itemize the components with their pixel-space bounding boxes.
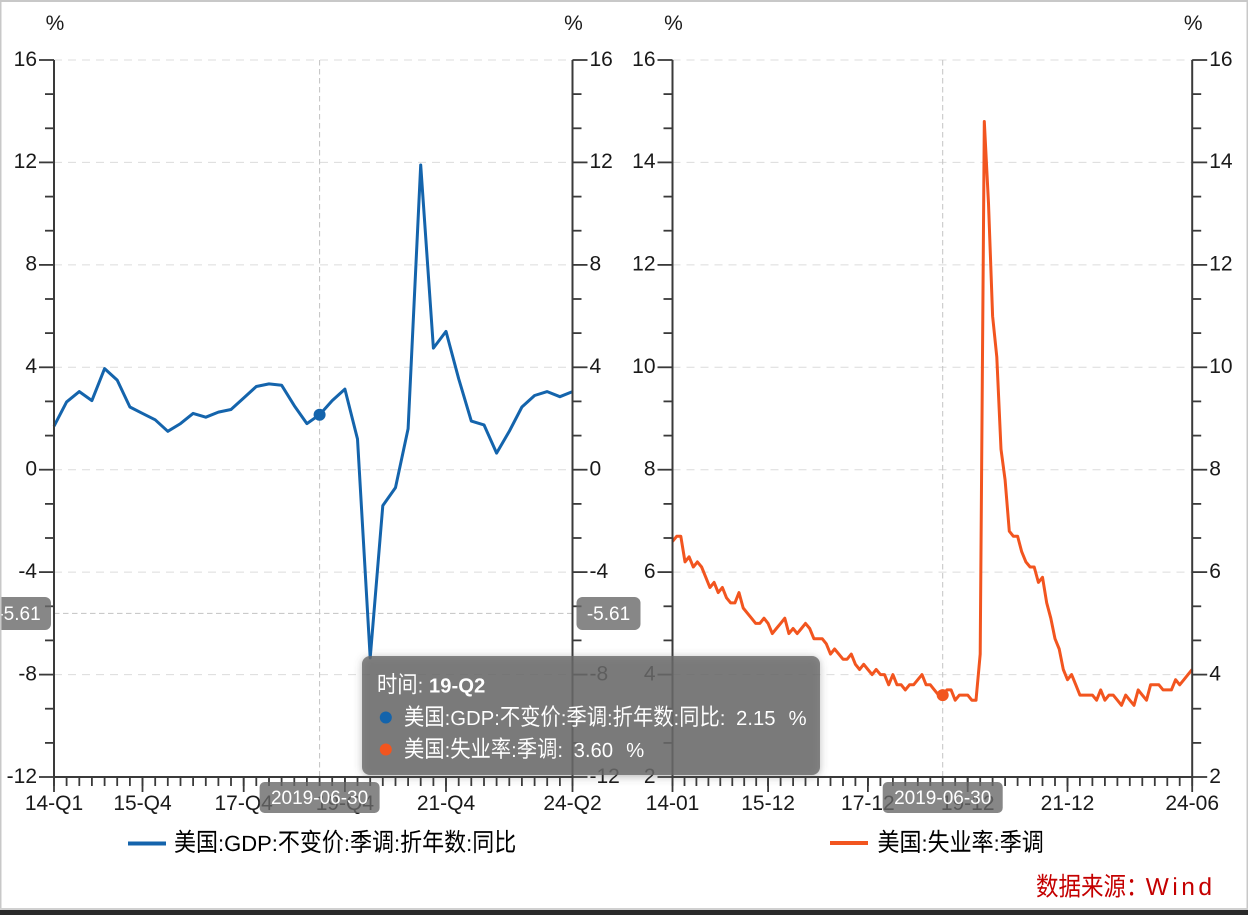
svg-text:17-Q4: 17-Q4 [215, 792, 274, 815]
svg-text:4: 4 [590, 355, 602, 378]
svg-text:14-Q1: 14-Q1 [25, 792, 83, 815]
svg-text:14: 14 [1209, 150, 1233, 173]
svg-text:8: 8 [590, 253, 602, 276]
svg-text:-5.61: -5.61 [587, 604, 630, 625]
svg-text:%: % [664, 12, 683, 35]
svg-text:17-12: 17-12 [841, 792, 895, 815]
svg-text:12: 12 [590, 150, 613, 173]
svg-text:12: 12 [632, 253, 655, 276]
svg-text:24-06: 24-06 [1165, 792, 1219, 815]
svg-text:12: 12 [14, 150, 37, 173]
svg-text:14: 14 [632, 150, 656, 173]
svg-text:4: 4 [1209, 662, 1221, 685]
svg-text:-12: -12 [7, 765, 37, 788]
svg-text:%: % [1184, 12, 1203, 35]
svg-text:-8: -8 [18, 662, 37, 685]
svg-text:21-Q4: 21-Q4 [417, 792, 476, 815]
svg-text:10: 10 [1209, 355, 1232, 378]
svg-text:6: 6 [644, 560, 656, 583]
svg-text:0: 0 [25, 458, 37, 481]
svg-text:15-12: 15-12 [741, 792, 795, 815]
svg-text:24-Q2: 24-Q2 [543, 792, 601, 815]
svg-text:16: 16 [632, 48, 655, 71]
svg-text:16: 16 [590, 48, 613, 71]
svg-text:%: % [46, 12, 65, 35]
svg-text:10: 10 [632, 355, 655, 378]
svg-text:14-01: 14-01 [646, 792, 700, 815]
svg-text:%: % [564, 12, 583, 35]
svg-text:-5.61: -5.61 [0, 604, 41, 625]
svg-text:15-Q4: 15-Q4 [113, 792, 172, 815]
svg-text:-4: -4 [590, 560, 609, 583]
svg-text:12: 12 [1209, 253, 1232, 276]
svg-text:8: 8 [1209, 458, 1221, 481]
svg-text:2: 2 [1209, 765, 1221, 788]
svg-text:6: 6 [1209, 560, 1221, 583]
svg-text:2019-06-30: 2019-06-30 [894, 788, 991, 809]
svg-text:0: 0 [590, 458, 602, 481]
svg-text:2019-06-30: 2019-06-30 [271, 788, 368, 809]
svg-text:8: 8 [25, 253, 37, 276]
svg-text:21-12: 21-12 [1041, 792, 1095, 815]
svg-text:16: 16 [1209, 48, 1232, 71]
svg-text:8: 8 [644, 458, 656, 481]
svg-text:4: 4 [25, 355, 37, 378]
svg-text:16: 16 [14, 48, 37, 71]
svg-text:-4: -4 [18, 560, 37, 583]
